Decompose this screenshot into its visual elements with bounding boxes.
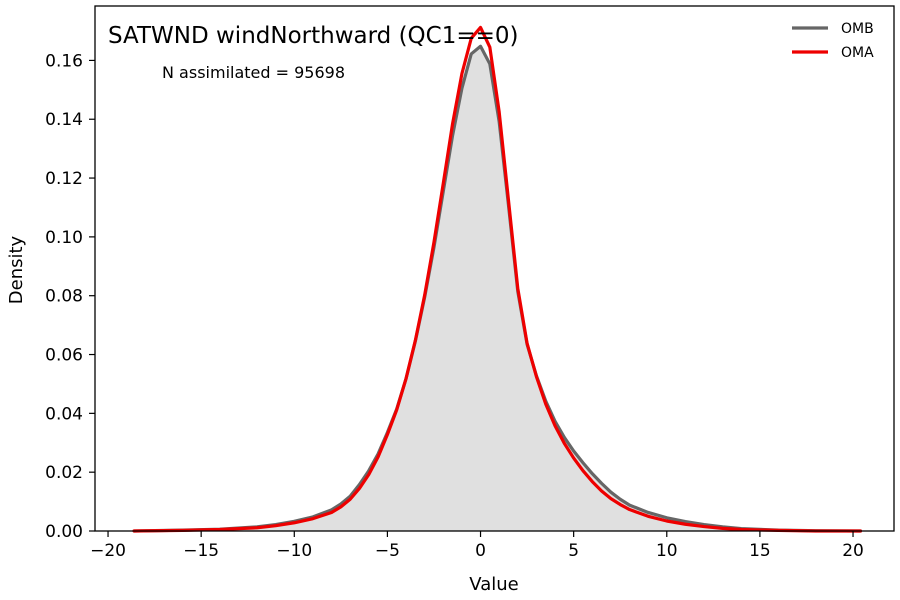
legend-label-omb: OMB — [841, 21, 874, 37]
histogram-area — [134, 46, 861, 531]
chart-title: SATWND windNorthward (QC1==0) — [108, 23, 519, 49]
x-axis-label: Value — [469, 574, 518, 595]
y-tick-label: 0.04 — [45, 404, 83, 424]
series-layer — [132, 25, 863, 533]
x-tick-label: −10 — [276, 541, 312, 561]
n-assimilated-annotation: N assimilated = 95698 — [162, 63, 345, 82]
x-axis-ticks: −20 −15 −10 −5 0 5 10 15 20 — [90, 531, 864, 561]
x-tick-label: −15 — [183, 541, 219, 561]
legend-label-oma: OMA — [841, 45, 874, 61]
x-tick-label: 10 — [656, 541, 678, 561]
x-tick-label: 20 — [842, 541, 864, 561]
y-tick-label: 0.10 — [45, 228, 83, 248]
x-tick-label: −20 — [90, 541, 126, 561]
plot-frame — [94, 5, 895, 532]
y-tick-label: 0.00 — [45, 522, 83, 542]
y-tick-label: 0.06 — [45, 346, 83, 366]
y-tick-label: 0.14 — [45, 110, 83, 130]
series-line-omb — [132, 44, 863, 533]
y-axis-ticks: 0.00 0.02 0.04 0.06 0.08 0.10 0.12 0.14 0.16 — [45, 51, 95, 542]
series-line-oma — [132, 25, 863, 533]
x-tick-label: 5 — [568, 541, 579, 561]
histogram-layer — [134, 46, 861, 531]
y-tick-label: 0.08 — [45, 287, 83, 307]
x-tick-label: 0 — [475, 541, 486, 561]
y-tick-label: 0.02 — [45, 463, 83, 483]
x-tick-label: −5 — [375, 541, 400, 561]
y-tick-label: 0.16 — [45, 51, 83, 71]
legend: OMB OMA — [792, 21, 874, 61]
y-axis-label: Density — [6, 235, 27, 304]
x-tick-label: 15 — [749, 541, 771, 561]
y-tick-label: 0.12 — [45, 169, 83, 189]
